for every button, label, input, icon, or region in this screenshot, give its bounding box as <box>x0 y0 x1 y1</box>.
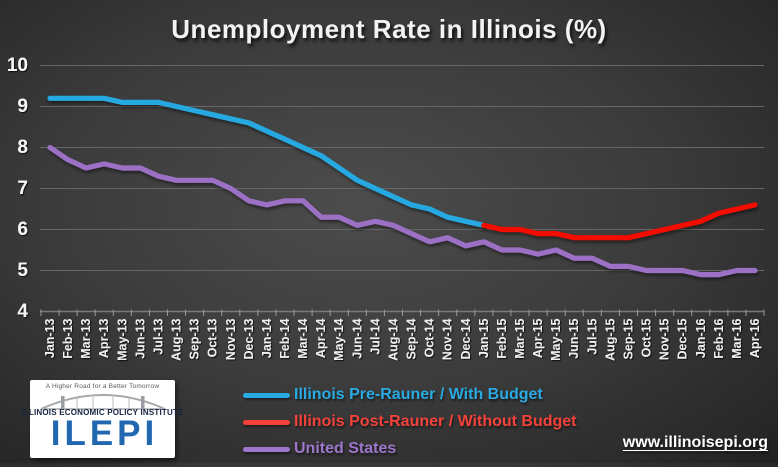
svg-text:4: 4 <box>17 301 28 322</box>
ilepi-logo: A Higher Road for a Better Tomorrow ILLI… <box>21 380 183 458</box>
svg-text:7: 7 <box>17 178 28 199</box>
logo-org-name: ILLINOIS ECONOMIC POLICY INSTITUTE <box>21 408 184 417</box>
svg-text:Jun-14: Jun-14 <box>350 318 364 358</box>
svg-text:Jul-13: Jul-13 <box>151 318 165 354</box>
svg-text:May-15: May-15 <box>549 318 563 360</box>
legend-swatch-pre-rauner-line <box>243 392 290 398</box>
svg-text:Feb-15: Feb-15 <box>495 318 509 358</box>
svg-text:Nov-13: Nov-13 <box>224 318 238 360</box>
svg-text:Jan-14: Jan-14 <box>260 318 274 358</box>
svg-text:May-13: May-13 <box>115 318 129 360</box>
svg-text:Nov-14: Nov-14 <box>441 318 455 360</box>
svg-text:Feb-14: Feb-14 <box>278 318 292 358</box>
svg-text:May-14: May-14 <box>332 318 346 360</box>
svg-text:Jul-14: Jul-14 <box>368 318 382 354</box>
bridge-icon <box>40 394 165 410</box>
svg-text:Mar-16: Mar-16 <box>730 318 744 358</box>
legend-label: Illinois Post-Rauner / Without Budget <box>294 413 577 430</box>
svg-text:Oct-13: Oct-13 <box>206 318 220 357</box>
svg-text:Feb-16: Feb-16 <box>712 318 726 358</box>
svg-text:6: 6 <box>17 219 28 240</box>
svg-text:Oct-14: Oct-14 <box>423 318 437 357</box>
svg-text:Aug-15: Aug-15 <box>603 318 617 360</box>
svg-text:Sep-14: Sep-14 <box>405 318 419 359</box>
svg-text:5: 5 <box>17 260 28 281</box>
data-series <box>47 95 758 278</box>
svg-text:Jun-13: Jun-13 <box>133 318 147 358</box>
svg-text:Apr-14: Apr-14 <box>314 318 328 358</box>
svg-text:9: 9 <box>17 96 28 117</box>
svg-text:Jan-13: Jan-13 <box>43 318 57 358</box>
svg-text:Jan-16: Jan-16 <box>694 318 708 358</box>
axis-ticks <box>40 309 765 316</box>
svg-text:Dec-15: Dec-15 <box>676 318 690 359</box>
legend-item-post-rauner: Illinois Post-Rauner / Without Budget <box>243 413 577 431</box>
svg-text:Mar-13: Mar-13 <box>79 318 93 358</box>
legend-swatch-post-rauner-line <box>243 419 290 425</box>
website-link[interactable]: www.illinoisepi.org <box>622 434 768 451</box>
svg-text:10: 10 <box>7 55 28 76</box>
legend-label: Illinois Pre-Rauner / With Budget <box>294 386 543 403</box>
chart-title: Unemployment Rate in Illinois (%) <box>171 14 607 44</box>
svg-text:Nov-15: Nov-15 <box>658 318 672 360</box>
svg-text:8: 8 <box>17 137 28 158</box>
svg-text:Aug-14: Aug-14 <box>386 318 400 360</box>
svg-text:Jan-15: Jan-15 <box>477 318 491 358</box>
svg-text:Jun-15: Jun-15 <box>567 318 581 358</box>
svg-text:Mar-15: Mar-15 <box>513 318 527 358</box>
svg-text:Oct-15: Oct-15 <box>640 318 654 357</box>
legend-item-pre-rauner: Illinois Pre-Rauner / With Budget <box>243 386 577 404</box>
svg-text:Sep-15: Sep-15 <box>621 318 635 359</box>
svg-text:Apr-16: Apr-16 <box>748 318 762 358</box>
legend-swatch-united-states-line <box>243 446 290 452</box>
svg-text:Apr-15: Apr-15 <box>531 318 545 358</box>
svg-text:Jul-15: Jul-15 <box>585 318 599 354</box>
svg-text:Mar-14: Mar-14 <box>296 318 310 358</box>
svg-text:Dec-13: Dec-13 <box>242 318 256 359</box>
y-axis-labels: 10 9 8 7 6 5 4 <box>7 55 29 322</box>
svg-text:Apr-13: Apr-13 <box>97 318 111 358</box>
svg-text:Dec-14: Dec-14 <box>459 318 473 359</box>
svg-text:Aug-13: Aug-13 <box>170 318 184 360</box>
chart-legend: Illinois Pre-Rauner / With Budget Illino… <box>243 386 577 467</box>
legend-label: United States <box>294 440 397 457</box>
logo-tagline: A Higher Road for a Better Tomorrow <box>45 383 160 390</box>
logo-acronym: ILEPI <box>50 414 159 453</box>
svg-text:Feb-13: Feb-13 <box>61 318 75 358</box>
legend-item-united-states: United States <box>243 440 577 458</box>
svg-text:Sep-13: Sep-13 <box>188 318 202 359</box>
x-axis-labels: Jan-13 Feb-13 Mar-13 Apr-13 May-13 Jun-13 Jul-… <box>43 318 762 360</box>
